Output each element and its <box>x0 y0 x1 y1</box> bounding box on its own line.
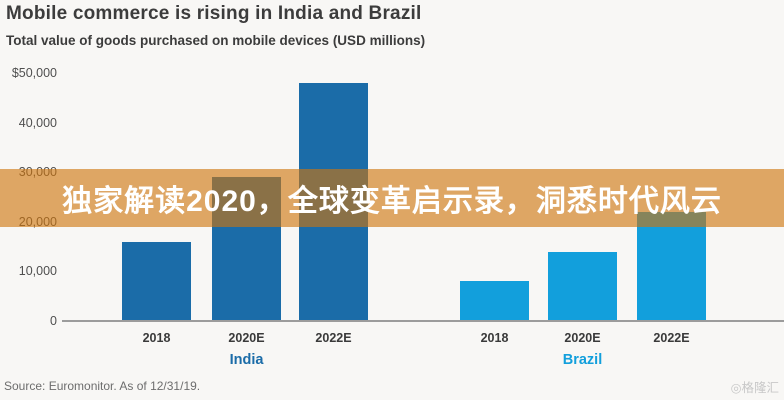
x-tick-label: 2020E <box>564 331 601 345</box>
bar-brazil-2020e <box>548 251 617 321</box>
bar-brazil-2018 <box>460 281 529 321</box>
x-tick-label: 2022E <box>315 331 352 345</box>
promo-overlay-banner-background <box>0 169 784 227</box>
bar-brazil-2022e <box>637 212 706 321</box>
x-tick-label: 2018 <box>142 331 171 345</box>
y-tick-label: 0 <box>50 313 57 328</box>
chart-subtitle: Total value of goods purchased on mobile… <box>6 33 426 48</box>
promo-overlay-banner: 独家解读2020，全球变革启示录，洞悉时代风云 <box>0 169 784 227</box>
x-tick-label: 2018 <box>480 331 509 345</box>
y-tick-label: 10,000 <box>18 264 57 278</box>
group-label-brazil: Brazil <box>562 352 603 368</box>
gelonghui-watermark: ◎格隆汇 <box>730 381 779 395</box>
promo-overlay-banner-text: 独家解读2020，全球变革启示录，洞悉时代风云 <box>62 185 722 218</box>
source-note: Source: Euromonitor. As of 12/31/19. <box>4 379 201 393</box>
chart-title: Mobile commerce is rising in India and B… <box>6 3 422 24</box>
y-tick-label: $50,000 <box>11 66 57 80</box>
y-tick-label: 40,000 <box>18 115 57 130</box>
x-axis-line <box>62 320 784 322</box>
group-label-india: India <box>229 352 264 368</box>
x-tick-label: 2020E <box>228 331 265 345</box>
bar-india-2018 <box>122 241 191 321</box>
x-tick-label: 2022E <box>653 331 690 345</box>
